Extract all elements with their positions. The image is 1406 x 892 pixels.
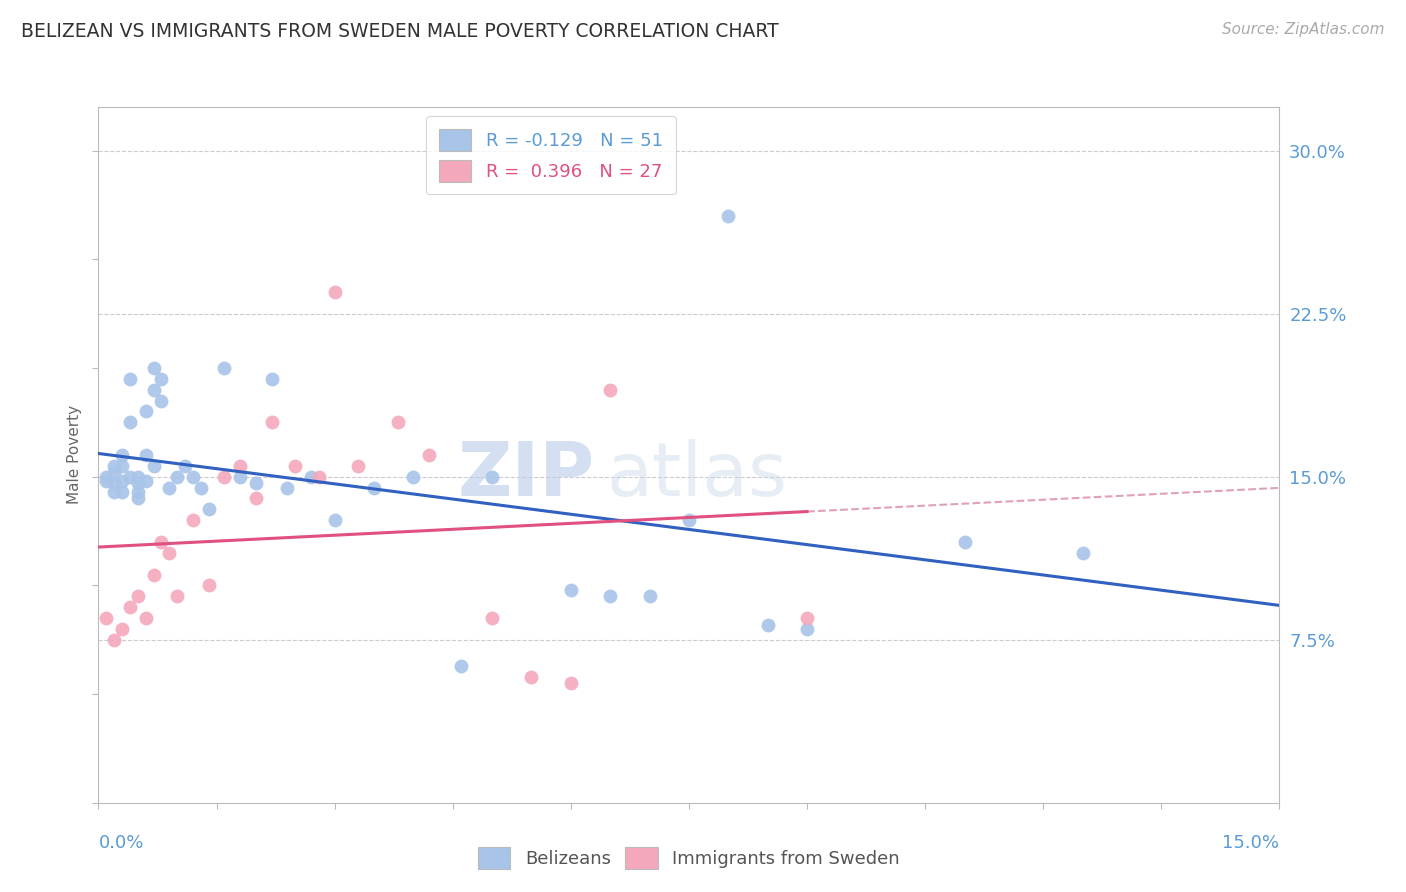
Point bbox=[308, 469, 330, 483]
Point bbox=[299, 469, 322, 483]
Legend: R = -0.129   N = 51, R =  0.396   N = 27: R = -0.129 N = 51, R = 0.396 N = 27 bbox=[426, 116, 675, 194]
Point bbox=[363, 481, 385, 495]
Point bbox=[166, 469, 188, 483]
Point bbox=[142, 383, 165, 397]
Point bbox=[157, 481, 180, 495]
Point bbox=[678, 513, 700, 527]
Point bbox=[323, 513, 346, 527]
Point bbox=[402, 469, 425, 483]
Point bbox=[284, 458, 307, 473]
Point bbox=[260, 415, 283, 429]
Point bbox=[599, 589, 621, 603]
Point bbox=[142, 458, 165, 473]
Text: 0.0%: 0.0% bbox=[98, 834, 143, 852]
Point bbox=[229, 469, 252, 483]
Point bbox=[953, 535, 976, 549]
Point bbox=[323, 285, 346, 299]
Point bbox=[450, 658, 472, 673]
Point bbox=[260, 372, 283, 386]
Point bbox=[103, 484, 125, 499]
Point bbox=[560, 676, 582, 690]
Point bbox=[1071, 546, 1094, 560]
Point bbox=[150, 372, 173, 386]
Point bbox=[142, 360, 165, 375]
Point bbox=[717, 209, 740, 223]
Point bbox=[245, 491, 267, 506]
Point bbox=[103, 476, 125, 491]
Point bbox=[118, 372, 141, 386]
Point bbox=[181, 469, 204, 483]
Point bbox=[111, 622, 134, 636]
Point bbox=[214, 360, 236, 375]
Point bbox=[796, 622, 818, 636]
Point bbox=[111, 474, 134, 488]
Point bbox=[135, 474, 157, 488]
Point bbox=[118, 469, 141, 483]
Point bbox=[111, 448, 134, 462]
Point bbox=[229, 458, 252, 473]
Point bbox=[118, 600, 141, 615]
Point bbox=[135, 611, 157, 625]
Point bbox=[150, 393, 173, 408]
Text: atlas: atlas bbox=[606, 439, 787, 512]
Point bbox=[197, 578, 219, 592]
Text: ZIP: ZIP bbox=[457, 439, 595, 512]
Point bbox=[135, 404, 157, 418]
Point bbox=[127, 484, 149, 499]
Point bbox=[481, 469, 503, 483]
Point bbox=[127, 476, 149, 491]
Point bbox=[127, 589, 149, 603]
Point bbox=[796, 611, 818, 625]
Point bbox=[387, 415, 409, 429]
Point bbox=[166, 589, 188, 603]
Point bbox=[142, 567, 165, 582]
Point bbox=[157, 546, 180, 560]
Point bbox=[599, 383, 621, 397]
Legend: Belizeans, Immigrants from Sweden: Belizeans, Immigrants from Sweden bbox=[470, 838, 908, 879]
Point bbox=[276, 481, 298, 495]
Point bbox=[103, 632, 125, 647]
Point bbox=[520, 670, 543, 684]
Point bbox=[150, 535, 173, 549]
Point bbox=[127, 491, 149, 506]
Point bbox=[197, 502, 219, 516]
Point bbox=[135, 448, 157, 462]
Point bbox=[103, 466, 125, 480]
Point bbox=[96, 474, 118, 488]
Point bbox=[174, 458, 197, 473]
Point bbox=[245, 476, 267, 491]
Point bbox=[190, 481, 212, 495]
Point bbox=[347, 458, 370, 473]
Point bbox=[756, 617, 779, 632]
Point bbox=[127, 469, 149, 483]
Y-axis label: Male Poverty: Male Poverty bbox=[66, 405, 82, 505]
Point bbox=[560, 582, 582, 597]
Point bbox=[181, 513, 204, 527]
Text: Source: ZipAtlas.com: Source: ZipAtlas.com bbox=[1222, 22, 1385, 37]
Point bbox=[638, 589, 661, 603]
Point bbox=[418, 448, 440, 462]
Point bbox=[103, 458, 125, 473]
Point bbox=[118, 415, 141, 429]
Text: BELIZEAN VS IMMIGRANTS FROM SWEDEN MALE POVERTY CORRELATION CHART: BELIZEAN VS IMMIGRANTS FROM SWEDEN MALE … bbox=[21, 22, 779, 41]
Point bbox=[214, 469, 236, 483]
Point bbox=[111, 484, 134, 499]
Point bbox=[96, 611, 118, 625]
Point bbox=[111, 458, 134, 473]
Point bbox=[96, 469, 118, 483]
Text: 15.0%: 15.0% bbox=[1222, 834, 1279, 852]
Point bbox=[481, 611, 503, 625]
